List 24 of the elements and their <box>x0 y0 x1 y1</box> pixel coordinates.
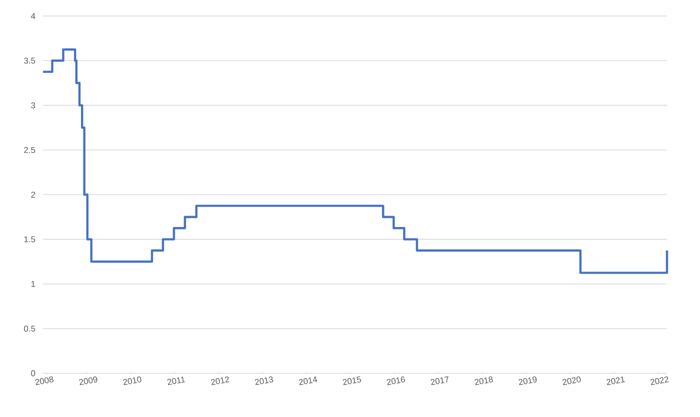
y-tick-label: 0 <box>31 370 36 376</box>
y-tick-label: 2 <box>31 192 36 198</box>
x-tick-label: 2022 <box>650 376 669 386</box>
x-tick-label: 2021 <box>606 376 625 386</box>
y-tick-label: 1 <box>31 281 36 287</box>
x-tick-label: 2019 <box>518 376 537 386</box>
x-tick-label: 2010 <box>123 376 142 386</box>
y-tick-label: 3 <box>31 102 36 108</box>
x-tick-label: 2016 <box>386 376 405 386</box>
x-tick-label: 2011 <box>167 376 186 386</box>
x-tick-label: 2015 <box>342 376 362 386</box>
y-tick-label: 1.5 <box>24 236 36 242</box>
x-tick-label: 2018 <box>474 376 493 386</box>
x-tick-label: 2012 <box>210 376 230 386</box>
x-tick-label: 2013 <box>254 376 274 386</box>
y-tick-label: 4 <box>30 13 36 19</box>
x-tick-label: 2017 <box>430 376 448 386</box>
x-tick-label: 2014 <box>298 376 318 386</box>
y-tick-label: 0.5 <box>24 326 36 332</box>
y-tick-label: 2.5 <box>24 146 36 153</box>
y-tick-label: 3.5 <box>24 58 36 64</box>
x-tick-label: 2008 <box>35 376 54 386</box>
x-tick-label: 2020 <box>562 376 581 386</box>
x-tick-label: 2009 <box>79 376 98 386</box>
